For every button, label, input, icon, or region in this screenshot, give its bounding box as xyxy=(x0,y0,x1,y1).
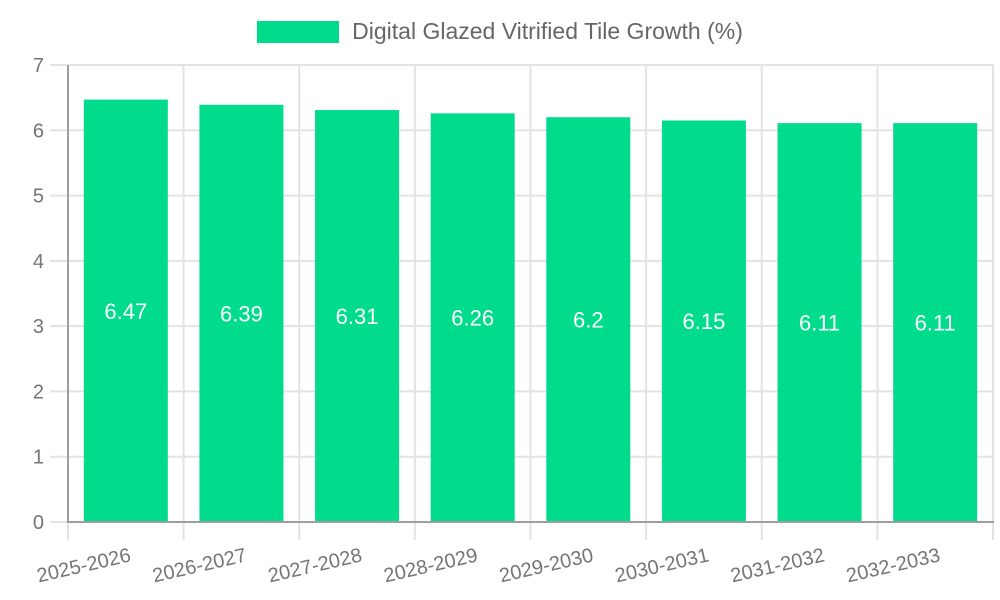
x-tick-label: 2028-2029 xyxy=(382,544,480,587)
bar-2027-2028 xyxy=(315,110,400,522)
x-tick-label: 2026-2027 xyxy=(150,544,248,587)
y-tick-label: 6 xyxy=(33,120,44,142)
bar-value-label: 6.2 xyxy=(573,308,604,333)
bar-value-label: 6.15 xyxy=(683,309,726,334)
bar-value-label: 6.31 xyxy=(336,304,379,329)
bar-value-label: 6.11 xyxy=(799,311,840,336)
bar-value-label: 6.26 xyxy=(451,306,494,331)
x-tick-label: 2032-2033 xyxy=(844,544,942,587)
y-tick-label: 1 xyxy=(33,447,44,469)
bar-value-label: 6.47 xyxy=(104,299,147,324)
bar-value-label: 6.39 xyxy=(220,301,263,326)
bar-2029-2030 xyxy=(546,117,631,522)
x-tick-label: 2027-2028 xyxy=(266,544,364,587)
bar-2026-2027 xyxy=(199,104,284,523)
y-tick-label: 2 xyxy=(33,381,44,403)
x-tick-label: 2025-2026 xyxy=(35,544,133,587)
bar-2028-2029 xyxy=(430,113,515,522)
y-tick-label: 5 xyxy=(33,186,44,208)
y-tick-label: 3 xyxy=(33,316,44,338)
y-tick-label: 0 xyxy=(33,512,44,534)
bar-2031-2032 xyxy=(777,123,862,523)
y-tick-label: 4 xyxy=(33,251,44,273)
bar-2032-2033 xyxy=(893,123,978,523)
legend-swatch xyxy=(257,20,340,43)
bar-value-label: 6.11 xyxy=(915,311,956,336)
x-tick-label: 2031-2032 xyxy=(729,544,827,587)
x-tick-label: 2030-2031 xyxy=(613,544,711,587)
bar-2025-2026 xyxy=(83,99,168,522)
x-tick-label: 2029-2030 xyxy=(497,544,595,587)
bar-2030-2031 xyxy=(661,120,746,522)
legend-label: Digital Glazed Vitrified Tile Growth (%) xyxy=(352,18,743,44)
chart-legend[interactable]: Digital Glazed Vitrified Tile Growth (%) xyxy=(0,20,1000,43)
y-tick-label: 7 xyxy=(33,55,44,77)
